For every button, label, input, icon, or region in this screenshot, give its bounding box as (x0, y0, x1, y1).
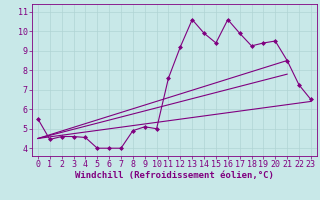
X-axis label: Windchill (Refroidissement éolien,°C): Windchill (Refroidissement éolien,°C) (75, 171, 274, 180)
